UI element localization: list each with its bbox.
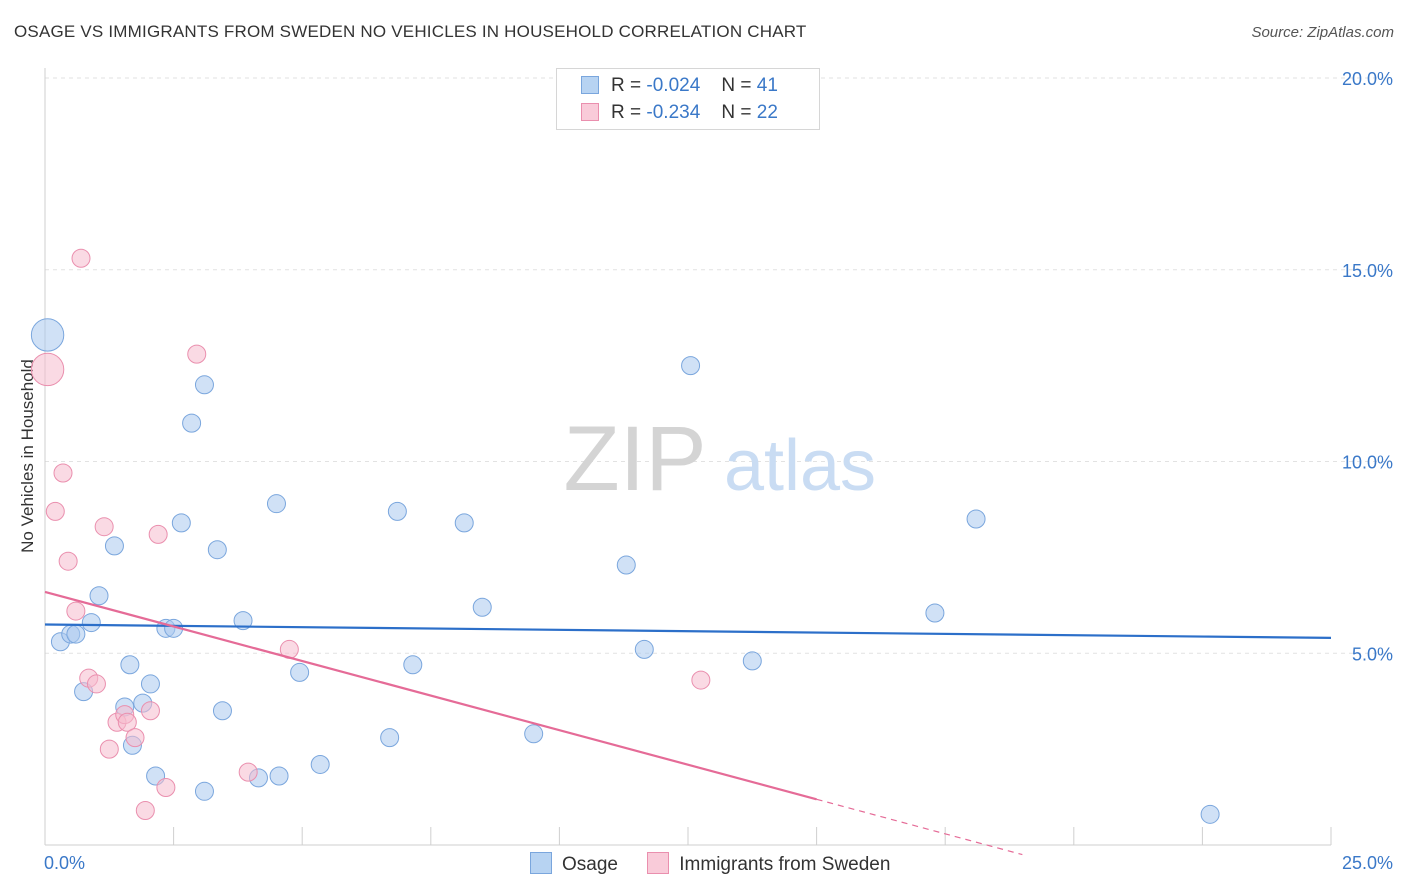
osage-point <box>182 413 202 433</box>
osage-point <box>194 375 214 395</box>
sweden-point <box>99 739 119 759</box>
sweden-point <box>148 524 168 544</box>
series-legend-osage[interactable]: Osage <box>530 852 618 876</box>
osage-point <box>616 555 636 575</box>
chart-title: OSAGE VS IMMIGRANTS FROM SWEDEN NO VEHIC… <box>14 22 807 41</box>
osage-point <box>120 655 140 675</box>
legend-r-value-sweden: -0.234 <box>646 102 701 123</box>
watermark-atlas: atlas <box>724 426 876 506</box>
sweden-point <box>71 248 91 268</box>
sweden-point <box>187 344 207 364</box>
osage-point <box>472 597 492 617</box>
legend-n-label-osage: N = <box>721 75 752 96</box>
sweden-point <box>135 800 155 820</box>
sweden-point <box>125 728 145 748</box>
sweden-point <box>30 352 65 387</box>
sweden-point <box>140 701 160 721</box>
x-tick-label: 25.0% <box>1342 853 1393 873</box>
osage-point <box>634 639 654 659</box>
osage-point <box>742 651 762 671</box>
sweden-point <box>691 670 711 690</box>
sweden-trend-line <box>44 590 817 801</box>
osage-point <box>681 356 701 376</box>
osage-trend-line <box>44 623 1332 640</box>
osage-point <box>269 766 289 786</box>
chart-source: Source: ZipAtlas.com <box>1251 24 1394 41</box>
sweden-point <box>66 601 86 621</box>
series-name-sweden: Immigrants from Sweden <box>679 854 891 875</box>
osage-point <box>454 513 474 533</box>
sweden-point <box>53 463 73 483</box>
series-swatch-sweden <box>647 852 670 874</box>
series-name-osage: Osage <box>562 854 618 875</box>
y-tick-label: 15.0% <box>1342 261 1393 281</box>
legend-n-value-osage: 41 <box>756 75 778 96</box>
sweden-point <box>238 762 258 782</box>
y-tick-label: 5.0% <box>1352 644 1393 664</box>
osage-point <box>966 509 986 529</box>
y-tick-label: 10.0% <box>1342 453 1393 473</box>
osage-point <box>104 536 124 556</box>
osage-point <box>310 754 330 774</box>
osage-point <box>140 674 160 694</box>
legend-n-label-sweden: N = <box>721 102 752 123</box>
osage-point <box>212 701 232 721</box>
osage-point <box>66 624 86 644</box>
correlation-legend: R = -0.024 N = 41 R = -0.234 N = 22 <box>556 68 820 130</box>
sweden-point <box>94 517 114 537</box>
osage-point <box>194 781 214 801</box>
sweden-point <box>117 712 137 732</box>
sweden-point <box>45 501 65 521</box>
osage-point <box>233 611 253 631</box>
legend-swatch-osage <box>581 76 599 94</box>
osage-point <box>1200 804 1220 824</box>
osage-point <box>380 728 400 748</box>
series-legend-sweden[interactable]: Immigrants from Sweden <box>647 852 890 876</box>
osage-point <box>30 318 65 352</box>
osage-point <box>925 603 945 623</box>
legend-r-value-osage: -0.024 <box>646 75 701 96</box>
sweden-point <box>86 674 106 694</box>
legend-row-osage: R = -0.024 N = 41 <box>581 75 778 99</box>
watermark-zip: ZIP <box>563 408 706 510</box>
legend-n-value-sweden: 22 <box>756 102 778 123</box>
sweden-point <box>156 777 176 797</box>
legend-swatch-sweden <box>581 103 599 121</box>
sweden-trend-extension <box>816 798 1023 856</box>
legend-r-label-osage: R = <box>611 75 642 96</box>
x-tick-label: 0.0% <box>44 853 85 873</box>
osage-point <box>387 501 407 521</box>
sweden-point <box>58 551 78 571</box>
series-swatch-osage <box>530 852 552 874</box>
legend-r-label-sweden: R = <box>611 102 642 123</box>
osage-point <box>524 724 544 744</box>
osage-point <box>290 662 310 682</box>
osage-point <box>403 655 423 675</box>
legend-row-sweden: R = -0.234 N = 22 <box>581 102 778 126</box>
osage-point <box>207 540 227 560</box>
osage-point <box>171 513 191 533</box>
osage-point <box>89 586 109 606</box>
series-legend: Osage Immigrants from Sweden <box>530 852 914 876</box>
osage-point <box>266 494 286 514</box>
osage-point <box>81 613 101 633</box>
y-tick-label: 20.0% <box>1342 69 1393 89</box>
